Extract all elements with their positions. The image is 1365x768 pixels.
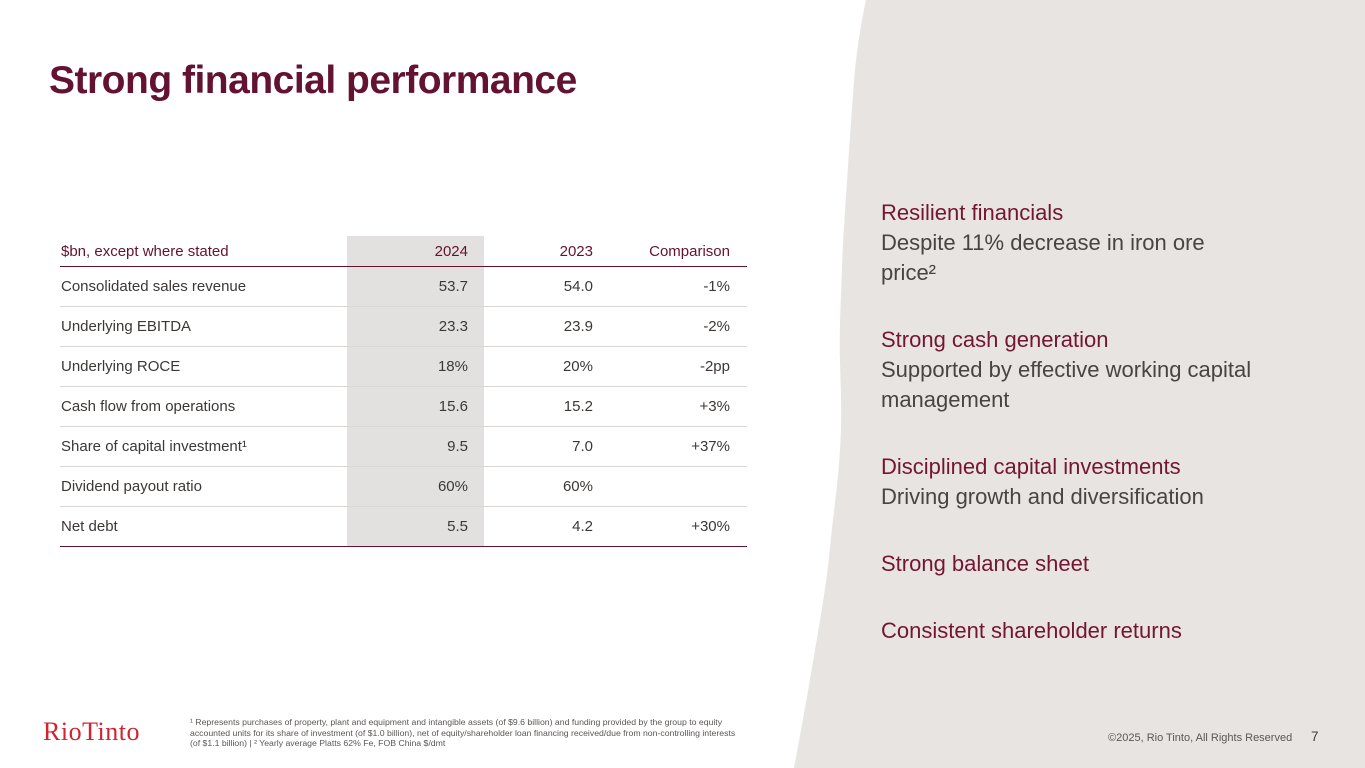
table-row: Share of capital investment¹ 9.5 7.0 +37…	[60, 427, 747, 467]
section-heading: Resilient financials	[881, 200, 1064, 225]
cell-2024: 15.6	[347, 387, 484, 426]
key-message-section: Consistent shareholder returns	[881, 616, 1329, 646]
cell-2024: 60%	[347, 467, 484, 506]
cell-comparison: +30%	[691, 518, 730, 535]
key-messages-panel: Resilient financials Despite 11% decreas…	[881, 198, 1329, 683]
page-number: 7	[1311, 729, 1319, 744]
cell-comparison: -2pp	[699, 358, 730, 375]
table-row: Underlying EBITDA 23.3 23.9 -2%	[60, 307, 747, 347]
table-row: Consolidated sales revenue 53.7 54.0 -1%	[60, 267, 747, 307]
section-body: Despite 11% decrease in iron ore price²	[881, 230, 1205, 285]
row-label: Underlying EBITDA	[61, 318, 192, 335]
cell-2023: 15.2	[563, 398, 593, 415]
section-body: Driving growth and diversification	[881, 484, 1204, 509]
section-heading: Strong cash generation	[881, 327, 1109, 352]
table-row: Dividend payout ratio 60% 60%	[60, 467, 747, 507]
section-heading: Strong balance sheet	[881, 551, 1089, 576]
table-header-row: $bn, except where stated 2024 2023 Compa…	[60, 236, 747, 267]
table-header-2024: 2024	[347, 236, 484, 266]
cell-2024: 18%	[347, 347, 484, 386]
footnote-text: ¹ Represents purchases of property, plan…	[190, 717, 736, 749]
section-body: Supported by effective working capital m…	[881, 357, 1252, 412]
key-message-section: Resilient financials Despite 11% decreas…	[881, 198, 1329, 288]
row-label: Dividend payout ratio	[61, 478, 202, 495]
cell-2023: 23.9	[563, 318, 593, 335]
copyright-text: ©2025, Rio Tinto, All Rights Reserved	[1108, 732, 1293, 744]
cell-comparison: +3%	[699, 398, 730, 415]
table-row: Net debt 5.5 4.2 +30%	[60, 507, 747, 547]
cell-2023: 60%	[562, 478, 593, 495]
row-label: Share of capital investment¹	[61, 438, 247, 455]
cell-2024: 53.7	[347, 267, 484, 306]
cell-2023: 54.0	[563, 278, 593, 295]
cell-2023: 4.2	[572, 518, 593, 535]
key-message-section: Disciplined capital investments Driving …	[881, 452, 1329, 512]
section-heading: Consistent shareholder returns	[881, 618, 1182, 643]
row-label: Consolidated sales revenue	[61, 278, 247, 295]
table-row: Cash flow from operations 15.6 15.2 +3%	[60, 387, 747, 427]
section-heading: Disciplined capital investments	[881, 454, 1181, 479]
cell-2024: 9.5	[347, 427, 484, 466]
table-row: Underlying ROCE 18% 20% -2pp	[60, 347, 747, 387]
background-wave-shape	[794, 0, 1365, 768]
slide-title: Strong financial performance	[49, 59, 577, 102]
key-message-section: Strong cash generation Supported by effe…	[881, 325, 1329, 415]
cell-comparison: -2%	[703, 318, 730, 335]
cell-2024: 5.5	[347, 507, 484, 546]
key-message-section: Strong balance sheet	[881, 549, 1329, 579]
rio-tinto-logo: RioTinto	[43, 717, 140, 746]
cell-comparison: +37%	[691, 438, 730, 455]
table-header-comparison: Comparison	[649, 243, 730, 260]
cell-2024: 23.3	[347, 307, 484, 346]
table-header-2023: 2023	[559, 243, 593, 260]
row-label: Cash flow from operations	[61, 398, 236, 415]
row-label: Net debt	[61, 518, 118, 535]
table-header-label: $bn, except where stated	[61, 243, 229, 260]
cell-2023: 20%	[562, 358, 593, 375]
row-label: Underlying ROCE	[61, 358, 181, 375]
financials-table: $bn, except where stated 2024 2023 Compa…	[60, 236, 747, 547]
cell-2023: 7.0	[572, 438, 593, 455]
cell-comparison: -1%	[703, 278, 730, 295]
